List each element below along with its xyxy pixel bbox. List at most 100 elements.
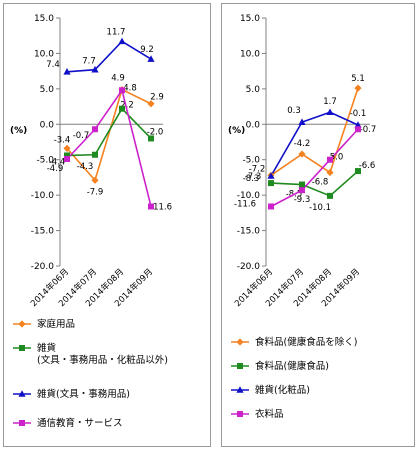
legend-entry: 衣料品 (255, 408, 284, 420)
y-tick-label: -10.0 (31, 191, 55, 201)
data-point (91, 176, 99, 184)
data-point (268, 180, 274, 187)
legend-marker (18, 320, 26, 328)
series-line-4 (270, 128, 359, 208)
data-point (91, 65, 99, 73)
data-point (147, 55, 155, 62)
data-label: -4.3 (77, 162, 94, 172)
legend-entry: 通信教育・サービス (37, 417, 123, 429)
data-label: -2.0 (147, 127, 164, 137)
legend-marker (237, 411, 243, 417)
legend-entry: (文具・事務用品・化粧品以外) (37, 354, 168, 366)
data-point (326, 168, 334, 177)
data-label: -4.9 (47, 164, 64, 174)
chart-panel-1: 15.010.05.00.0-5.0-10.0-15.0-20.0(%)2014… (3, 3, 211, 447)
data-point (118, 37, 126, 45)
data-point (354, 84, 362, 92)
legend-entry: 雑貨(化粧品) (255, 384, 310, 396)
data-label: -9.3 (294, 195, 311, 205)
data-point (326, 108, 334, 116)
y-tick-label: -5.0 (242, 156, 260, 166)
series-line-2 (270, 170, 359, 197)
data-point (63, 68, 71, 75)
data-point (299, 187, 305, 194)
panel-frame (3, 3, 211, 447)
legend-marker (19, 420, 25, 426)
data-point (355, 126, 361, 133)
data-point (298, 150, 306, 158)
data-label: -10.1 (309, 203, 331, 213)
data-point (92, 126, 98, 133)
data-point (327, 192, 333, 199)
data-label: -7.9 (87, 187, 104, 197)
data-point (355, 168, 361, 175)
data-label: -7.3 (245, 172, 262, 182)
data-label: 4.9 (111, 74, 125, 84)
legend-entry: 食料品(健康食品) (255, 360, 329, 372)
data-label: -6.8 (312, 177, 329, 187)
data-point (147, 100, 155, 108)
data-label: -0.7 (73, 131, 90, 141)
data-label: 5.1 (351, 74, 365, 84)
legend-marker (236, 338, 244, 346)
y-tick-label: 0.0 (40, 120, 55, 130)
legend-entry: 家庭用品 (37, 318, 75, 330)
legend-marker (18, 390, 26, 397)
data-label: -7.2 (249, 164, 266, 174)
data-point (299, 181, 305, 188)
data-label: 11.7 (107, 27, 126, 37)
y-axis-label: (%) (10, 126, 27, 136)
data-label: 7.4 (46, 60, 60, 70)
data-point (119, 87, 125, 94)
y-tick-label: -20.0 (237, 262, 261, 272)
series-line-3 (66, 40, 152, 73)
data-point (354, 121, 362, 128)
data-label: -11.6 (150, 202, 172, 212)
data-label: 9.2 (140, 45, 154, 55)
data-point (148, 203, 154, 210)
y-axis-label: (%) (228, 126, 245, 136)
y-tick-label: 15.0 (34, 14, 54, 24)
data-point (148, 135, 154, 142)
data-label: 4.8 (123, 83, 137, 93)
y-tick-label: 0.0 (246, 120, 261, 130)
legend-marker (237, 363, 243, 369)
data-label: 1.7 (323, 97, 337, 107)
data-point (64, 152, 70, 159)
series-line-1 (66, 88, 152, 182)
data-point (267, 172, 275, 179)
y-tick-label: -15.0 (31, 227, 55, 237)
series-line-2 (66, 107, 152, 157)
legend-entry: 雑貨 (37, 342, 56, 354)
y-tick-label: 10.0 (240, 49, 260, 59)
data-label: -8.3 (243, 174, 260, 184)
y-tick-label: 15.0 (240, 14, 260, 24)
data-point (327, 156, 333, 163)
legend-marker (236, 386, 244, 393)
series-line-1 (270, 87, 359, 176)
data-label: 0.3 (287, 106, 301, 116)
data-point (119, 105, 125, 112)
series-line-4 (66, 88, 152, 207)
data-label: -4.2 (294, 139, 311, 149)
legend-marker (19, 345, 25, 351)
data-label: -0.1 (350, 109, 367, 119)
data-point (64, 156, 70, 163)
y-tick-label: 5.0 (40, 85, 55, 95)
data-point (268, 203, 274, 210)
panel-frame (221, 3, 415, 447)
data-label: -0.7 (360, 125, 377, 135)
data-label: 7.7 (82, 57, 96, 67)
y-tick-label: 5.0 (246, 85, 261, 95)
data-label: -4.4 (49, 157, 66, 167)
y-tick-label: -10.0 (237, 191, 261, 201)
data-label: -6.6 (359, 161, 376, 171)
data-point (298, 118, 306, 125)
data-label: -3.4 (54, 135, 71, 145)
data-point (92, 151, 98, 158)
series-line-3 (270, 111, 359, 177)
y-tick-label: -5.0 (36, 156, 54, 166)
legend-entry: 食料品(健康食品を除く) (255, 336, 357, 348)
data-label: 2.9 (150, 93, 164, 103)
